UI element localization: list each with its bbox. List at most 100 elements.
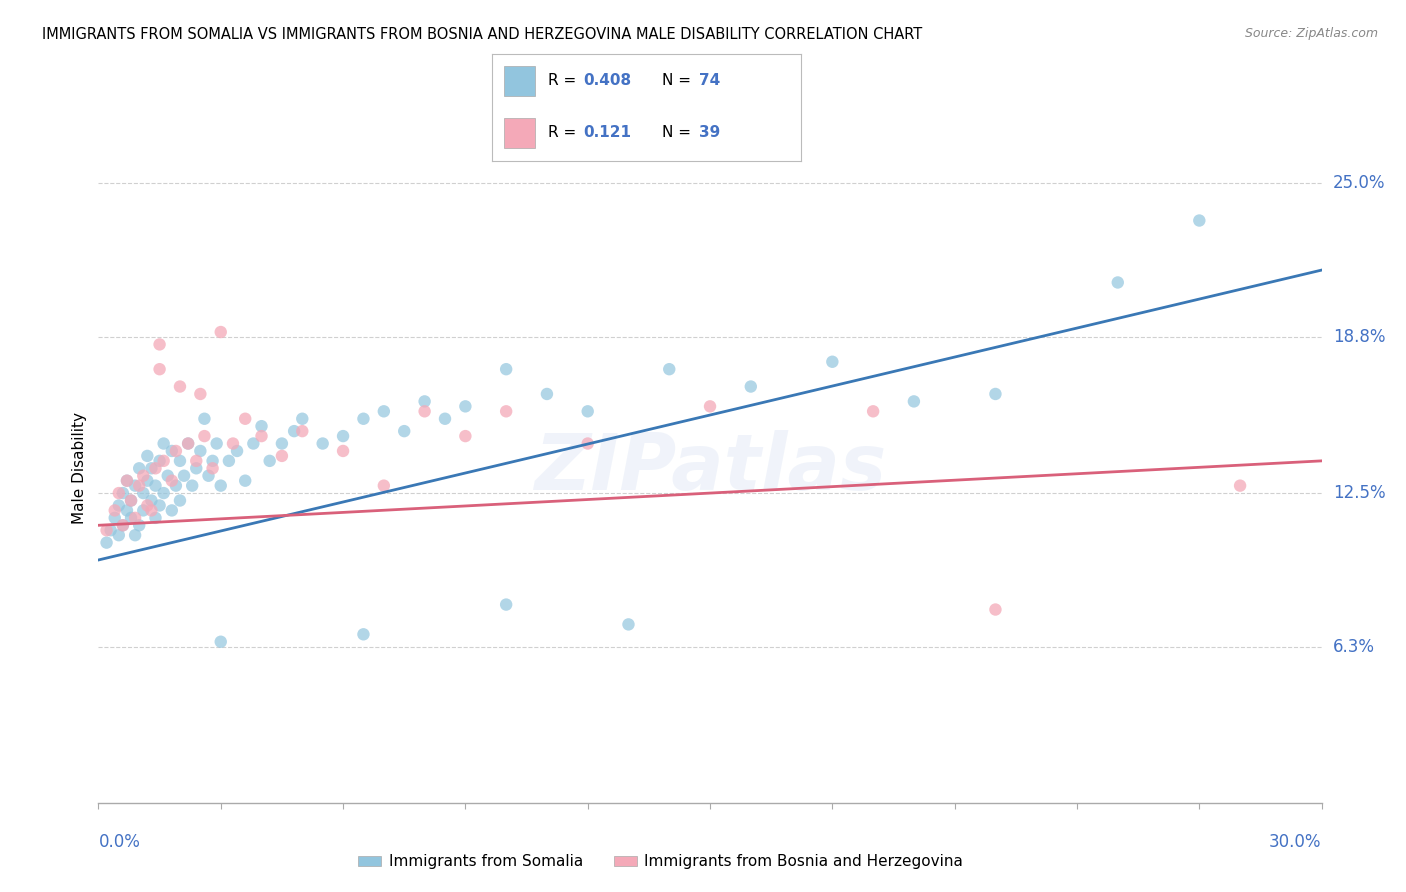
Text: 0.121: 0.121 (583, 125, 631, 140)
Point (332, 429, 354, 443)
Text: 18.8%: 18.8% (1333, 328, 1385, 346)
Point (312, 436, 335, 450)
Point (152, 486, 174, 500)
Bar (505, 66, 536, 96)
Point (413, 404, 436, 418)
Point (111, 518, 134, 533)
Point (177, 436, 200, 450)
Point (495, 404, 517, 418)
Point (270, 436, 294, 450)
Point (145, 478, 167, 492)
Point (233, 411, 256, 425)
Point (152, 454, 174, 468)
Point (250, 419, 273, 434)
Point (209, 325, 232, 339)
Text: ZIPatlas: ZIPatlas (534, 430, 886, 507)
Point (740, 379, 762, 393)
Point (149, 362, 172, 376)
Point (141, 461, 163, 475)
Text: 74: 74 (699, 73, 721, 88)
Point (413, 394, 436, 409)
Point (124, 511, 146, 525)
Point (352, 411, 374, 425)
Point (149, 454, 172, 468)
Point (188, 387, 212, 401)
Point (111, 486, 134, 500)
Point (160, 503, 183, 517)
Point (352, 627, 374, 641)
Point (984, 602, 1007, 616)
Point (283, 424, 305, 438)
Point (111, 518, 134, 533)
Point (291, 424, 314, 438)
Point (115, 474, 138, 488)
Text: IMMIGRANTS FROM SOMALIA VS IMMIGRANTS FROM BOSNIA AND HERZEGOVINA MALE DISABILIT: IMMIGRANTS FROM SOMALIA VS IMMIGRANTS FR… (42, 27, 922, 42)
Point (617, 617, 640, 632)
Point (259, 454, 281, 468)
Point (96, 523, 118, 537)
Point (903, 394, 925, 409)
Point (434, 411, 457, 425)
Point (226, 444, 249, 458)
Point (108, 528, 131, 542)
Point (250, 429, 273, 443)
Point (165, 478, 187, 492)
Point (136, 449, 159, 463)
Point (120, 511, 142, 525)
Point (536, 387, 558, 401)
Point (193, 411, 215, 425)
Point (218, 454, 240, 468)
Point (1229, 478, 1251, 492)
Text: N =: N = (662, 73, 696, 88)
Point (270, 449, 294, 463)
Point (821, 355, 844, 369)
Text: 0.0%: 0.0% (98, 833, 141, 851)
Point (141, 493, 163, 508)
Point (115, 474, 138, 488)
Point (165, 444, 187, 458)
Point (186, 454, 208, 468)
Point (373, 404, 395, 418)
Bar (505, 118, 536, 148)
Point (149, 337, 172, 351)
Point (136, 499, 159, 513)
Point (132, 503, 155, 517)
Y-axis label: Male Disability: Male Disability (72, 412, 87, 524)
Point (156, 468, 179, 483)
Point (392, 424, 416, 438)
Text: N =: N = (662, 125, 696, 140)
Point (862, 404, 884, 418)
Point (108, 486, 131, 500)
Point (108, 499, 131, 513)
Point (128, 478, 150, 492)
Point (201, 454, 224, 468)
Point (495, 362, 517, 376)
Point (169, 493, 191, 508)
Point (104, 511, 127, 525)
Point (291, 411, 314, 425)
Point (576, 436, 599, 450)
Point (1107, 276, 1129, 290)
Point (454, 429, 477, 443)
Point (209, 478, 232, 492)
Point (124, 528, 146, 542)
Point (984, 387, 1007, 401)
Point (173, 468, 195, 483)
Point (373, 478, 395, 492)
Point (96, 535, 118, 549)
Point (115, 503, 138, 517)
Point (152, 436, 174, 450)
Point (145, 511, 167, 525)
Point (160, 444, 183, 458)
Point (128, 518, 150, 533)
Point (197, 468, 219, 483)
Point (201, 461, 224, 475)
Point (332, 444, 354, 458)
Point (136, 474, 159, 488)
Point (177, 436, 200, 450)
Text: 30.0%: 30.0% (1270, 833, 1322, 851)
Legend: Immigrants from Somalia, Immigrants from Bosnia and Herzegovina: Immigrants from Somalia, Immigrants from… (353, 848, 969, 875)
Point (658, 362, 681, 376)
Point (495, 598, 517, 612)
Point (181, 478, 204, 492)
